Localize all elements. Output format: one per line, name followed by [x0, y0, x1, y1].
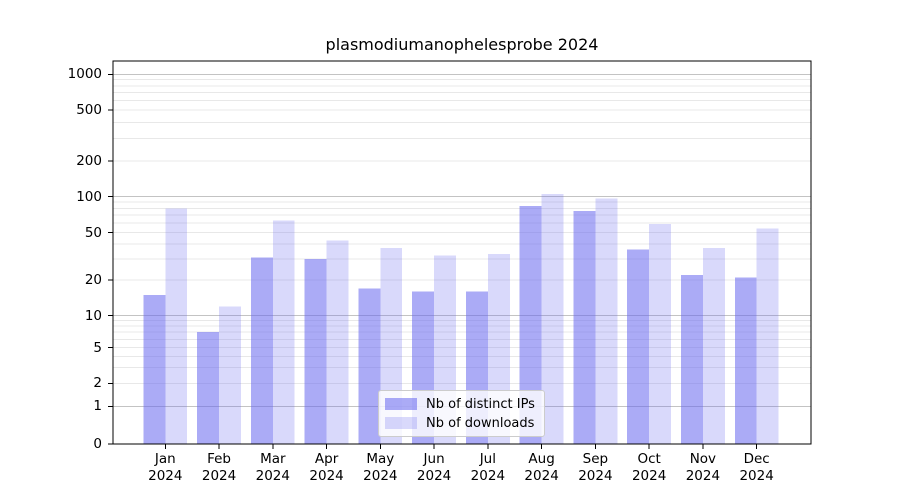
y-tick-label: 2	[93, 375, 102, 392]
x-tick-label: Mar 2024	[255, 451, 290, 484]
legend-item-downloads: Nb of downloads	[385, 415, 536, 432]
x-tick-label: Jun 2024	[416, 451, 452, 484]
bar-distinct-ips-sep	[573, 210, 596, 444]
y-tick-label: 5	[93, 339, 102, 356]
chart-title: plasmodiumanophelesprobe 2024	[325, 35, 599, 54]
y-tick-label: 50	[84, 224, 102, 241]
legend-item-distinct-ips: Nb of distinct IPs	[385, 396, 536, 413]
bar-downloads-aug	[541, 194, 564, 444]
bar-downloads-apr	[326, 240, 349, 444]
x-tick-label: Oct 2024	[631, 451, 667, 484]
x-tick-label: Nov 2024	[685, 451, 721, 484]
y-tick-label: 500	[76, 101, 102, 118]
bar-distinct-ips-apr	[304, 259, 327, 444]
legend-swatch-downloads	[385, 417, 417, 429]
bar-distinct-ips-nov	[681, 275, 703, 444]
x-tick-label: May 2024	[363, 451, 398, 484]
bar-distinct-ips-mar	[250, 257, 273, 444]
y-tick-label: 100	[76, 188, 102, 205]
x-tick-label: Feb 2024	[201, 451, 237, 484]
legend: Nb of distinct IPs Nb of downloads	[378, 390, 545, 437]
bar-downloads-dec	[756, 228, 779, 444]
y-tick-label: 10	[84, 307, 102, 324]
bar-downloads-feb	[219, 306, 241, 444]
bar-downloads-sep	[595, 198, 618, 444]
bar-distinct-ips-aug	[519, 205, 542, 444]
y-tick-label: 1000	[67, 66, 102, 83]
x-tick-label: Aug 2024	[524, 451, 559, 484]
y-tick-label: 200	[76, 153, 102, 169]
x-tick-label: Jan 2024	[148, 451, 183, 484]
legend-label: Nb of downloads	[426, 415, 535, 431]
bar-distinct-ips-may	[358, 288, 381, 444]
bar-downloads-oct	[649, 224, 672, 444]
bar-downloads-mar	[272, 220, 295, 444]
bar-distinct-ips-dec	[734, 277, 757, 444]
legend-swatch-distinct-ips	[385, 398, 417, 410]
bar-distinct-ips-feb	[197, 332, 220, 444]
x-tick-label: Sep 2024	[578, 451, 613, 484]
legend-label: Nb of distinct IPs	[426, 396, 535, 412]
x-tick-label: Apr 2024	[309, 451, 344, 484]
x-tick-label: Jul 2024	[470, 451, 506, 484]
x-tick-label: Dec 2024	[739, 451, 774, 484]
y-tick-label: 1	[93, 398, 102, 415]
y-tick-label: 20	[84, 271, 102, 288]
bar-downloads-jan	[165, 208, 188, 444]
axes-border	[112, 60, 812, 445]
bar-downloads-nov	[702, 248, 725, 444]
bar-distinct-ips-oct	[627, 249, 650, 444]
y-tick-label: 0	[93, 436, 102, 452]
bar-distinct-ips-jan	[143, 294, 166, 444]
